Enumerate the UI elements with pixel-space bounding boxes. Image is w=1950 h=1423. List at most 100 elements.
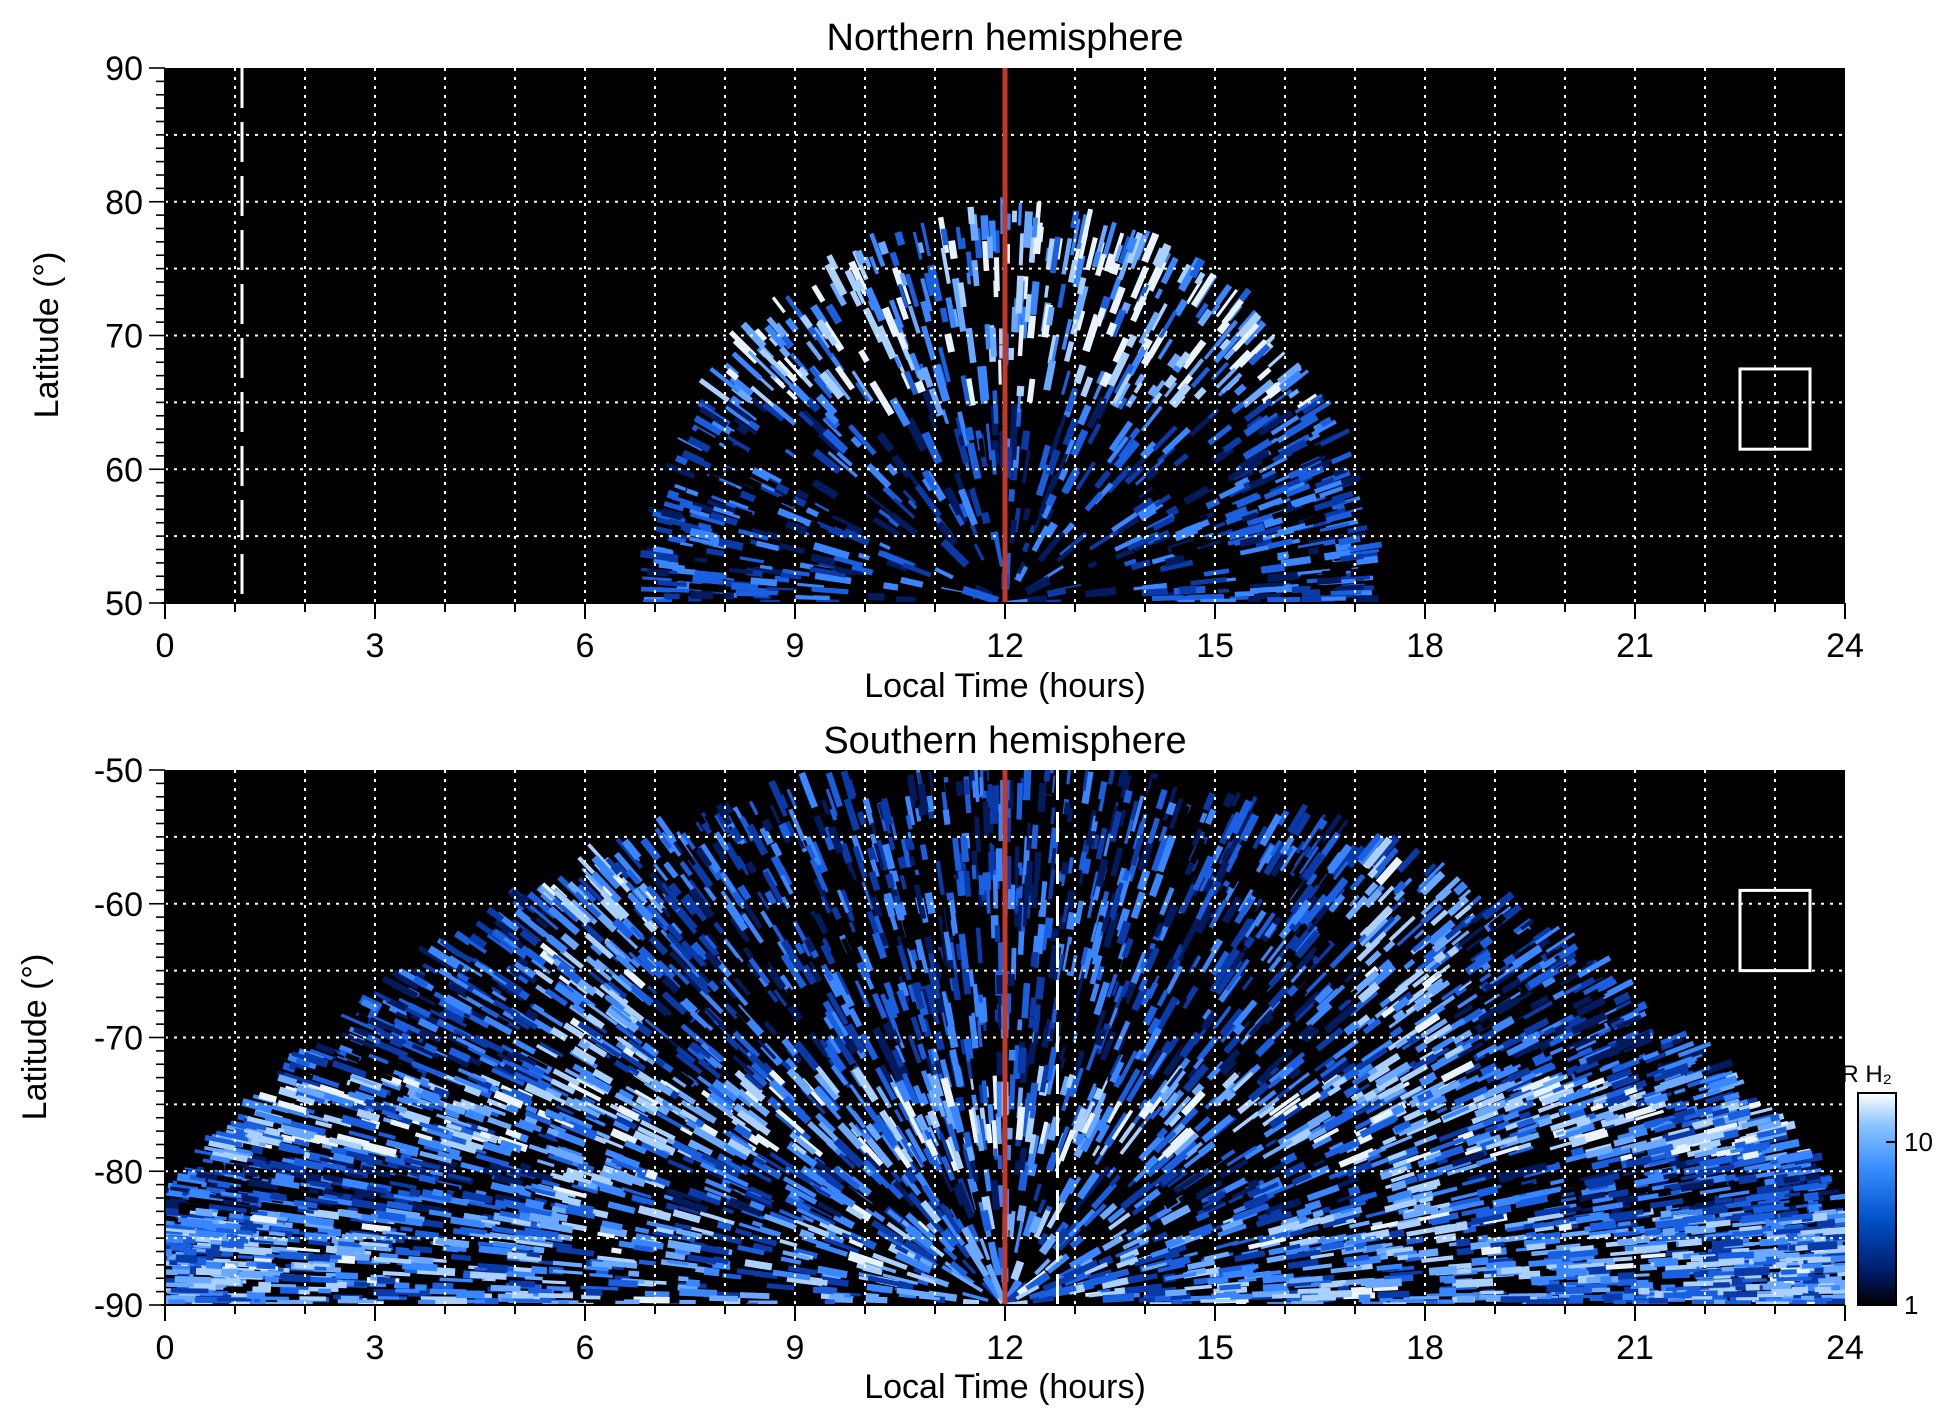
north-emission-cell — [1215, 367, 1237, 389]
north-emission-cell — [907, 499, 918, 510]
north-emission-cell — [1352, 595, 1379, 603]
north-emission-cell — [940, 247, 951, 285]
south-emission-cell — [330, 1146, 348, 1157]
south-emission-cell — [314, 1120, 333, 1129]
north-emission-cell — [806, 340, 823, 361]
south-emission-cell — [1480, 1108, 1499, 1121]
north-emission-cell — [728, 567, 754, 575]
north-emission-cell — [1195, 302, 1209, 319]
north-emission-cell — [1065, 564, 1079, 574]
north-emission-cell — [780, 424, 799, 441]
south-emission-cell — [1103, 911, 1120, 949]
south-emission-cell — [1276, 929, 1303, 962]
south-emission-cell — [1288, 1067, 1302, 1080]
north-emission-cell — [1041, 475, 1057, 505]
south-emission-cell — [654, 1280, 667, 1285]
north-emission-cell — [731, 351, 763, 381]
north-emission-cell — [1224, 506, 1249, 521]
south-emission-cell — [1026, 1162, 1038, 1177]
south-emission-cell — [1204, 1095, 1219, 1110]
south-emission-cell — [996, 1116, 1002, 1145]
north-emission-cell — [861, 474, 882, 494]
south-emission-cell — [1453, 881, 1468, 896]
south-emission-cell — [1451, 930, 1470, 946]
north-emission-cell — [993, 280, 999, 298]
south-emission-cell — [896, 989, 910, 1012]
north-emission-cell — [732, 444, 748, 458]
north-emission-cell — [1190, 576, 1227, 586]
south-emission-cell — [903, 1168, 919, 1184]
south-emission-cell — [393, 1020, 410, 1034]
south-emission-cell — [732, 1030, 761, 1059]
north-emission-cell — [824, 262, 848, 297]
south-emission-cell — [1069, 770, 1081, 796]
north-emission-cell — [852, 250, 869, 281]
south-emission-cell — [563, 1022, 585, 1040]
south-emission-cell — [746, 1109, 769, 1128]
north-emission-cell — [980, 511, 991, 525]
south-emission-cell — [1382, 1135, 1397, 1146]
south-emission-cell — [853, 1124, 864, 1136]
south-emission-cell — [646, 1220, 683, 1233]
north-emission-cell — [778, 589, 814, 596]
south-emission-cell — [1494, 1234, 1527, 1244]
south-emission-cell — [1260, 945, 1274, 962]
north-emission-cell — [640, 549, 679, 563]
north-emission-cell — [1092, 384, 1102, 400]
north-emission-cell — [1239, 448, 1271, 471]
north-emission-cell — [679, 501, 703, 513]
north-emission-cell — [1158, 310, 1178, 339]
south-emission-cell — [933, 1031, 946, 1051]
south-emission-cell — [343, 1146, 369, 1156]
south-emission-cell — [786, 840, 800, 858]
north-emission-cell — [1076, 310, 1086, 331]
north-emission-cell — [747, 350, 777, 379]
south-emission-cell — [348, 1130, 377, 1142]
north-emission-cell — [751, 467, 771, 482]
north-x-tick-label: 9 — [786, 627, 805, 665]
south-emission-cell — [1212, 1005, 1232, 1030]
south-emission-cell — [873, 842, 885, 871]
south-emission-cell — [901, 1172, 922, 1197]
south-emission-cell — [1010, 947, 1017, 980]
south-emission-cell — [1202, 792, 1216, 812]
south-emission-cell — [726, 1049, 755, 1076]
south-emission-cell — [663, 861, 679, 879]
south-emission-cell — [1353, 1191, 1378, 1204]
south-emission-cell — [361, 1223, 391, 1233]
north-emission-cell — [777, 495, 796, 508]
south-emission-cell — [893, 1108, 904, 1123]
north-emission-cell — [689, 583, 726, 592]
north-emission-cell — [1239, 544, 1270, 556]
south-emission-cell — [987, 842, 996, 881]
north-emission-cell — [1102, 221, 1117, 259]
south-emission-cell — [395, 1288, 420, 1294]
south-emission-cell — [607, 1201, 636, 1214]
south-emission-cell — [681, 997, 698, 1014]
north-emission-cell — [1050, 453, 1069, 490]
north-emission-cell — [822, 428, 849, 454]
north-emission-cell — [1248, 597, 1262, 603]
south-emission-cell — [935, 860, 945, 896]
north-emission-cell — [796, 582, 825, 589]
south-emission-cell — [1457, 1295, 1475, 1303]
north-emission-cell — [894, 231, 906, 246]
south-emission-cell — [1597, 978, 1634, 1002]
north-emission-cell — [754, 566, 785, 576]
south-emission-cell — [414, 1229, 439, 1240]
south-emission-cell — [507, 927, 532, 949]
south-emission-cell — [1412, 973, 1430, 989]
north-emission-cell — [1075, 509, 1101, 534]
south-emission-cell — [471, 988, 498, 1007]
south-emission-cell — [1058, 1227, 1082, 1251]
north-emission-cell — [670, 485, 695, 501]
south-emission-cell — [1008, 1074, 1016, 1110]
north-emission-cell — [776, 322, 790, 338]
north-emission-cell — [895, 296, 909, 321]
north-emission-cell — [1267, 597, 1301, 603]
south-emission-cell — [519, 1162, 532, 1171]
south-emission-cell — [956, 1045, 965, 1069]
south-emission-cell — [460, 1161, 484, 1173]
north-emission-cell — [928, 414, 939, 431]
north-emission-cell — [810, 303, 829, 327]
